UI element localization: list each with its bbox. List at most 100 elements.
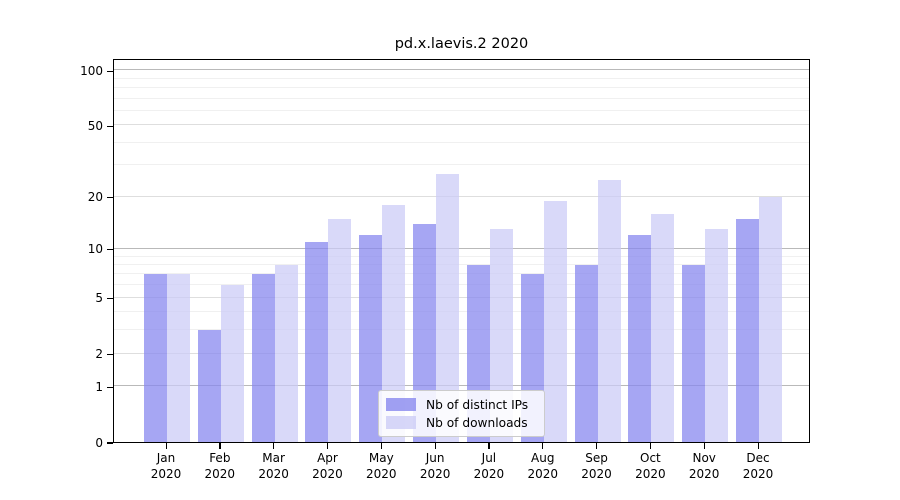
- minor-gridline: [114, 77, 809, 79]
- x-tick-label-month: Jan: [156, 451, 176, 465]
- bar-downloads-jul: [489, 229, 513, 442]
- chart-title: pd.x.laevis.2 2020: [394, 36, 529, 52]
- x-tick-mark: [326, 443, 329, 449]
- legend-swatch-distinct-ips: [386, 398, 416, 411]
- x-tick-mark: [165, 443, 167, 449]
- bar-distinct-ips-oct: [628, 235, 652, 442]
- bar-downloads-dec: [759, 196, 783, 442]
- minor-gridline: [114, 329, 809, 331]
- major-gridline: [114, 352, 809, 354]
- bar-distinct-ips-jan: [144, 274, 167, 442]
- x-tick-mark: [434, 443, 436, 449]
- major-gridline: [114, 296, 809, 298]
- bar-downloads-oct: [651, 213, 675, 442]
- bar-distinct-ips-jun: [413, 223, 437, 442]
- x-tick-label-month: Feb: [209, 451, 231, 465]
- bar-downloads-jun: [436, 173, 460, 442]
- legend-item-distinct-ips: Nb of distinct IPs: [386, 398, 537, 412]
- x-tick-label-year: 2020: [312, 466, 343, 481]
- legend: Nb of distinct IPs Nb of downloads: [378, 390, 545, 437]
- x-tick-label-month: Jun: [425, 451, 445, 465]
- x-tick-label: Aug 2020: [512, 451, 574, 482]
- x-tick-label-year: 2020: [204, 466, 236, 481]
- x-tick-label: Jul 2020: [458, 451, 520, 482]
- bar-distinct-ips-feb: [197, 330, 221, 442]
- bar-downloads-apr: [328, 218, 352, 442]
- x-tick-label: Jun 2020: [404, 451, 466, 482]
- major-gridline: [114, 124, 809, 126]
- y-tick-mark: [107, 386, 113, 388]
- bar-downloads-nov: [705, 229, 729, 442]
- y-tick-label: 10: [87, 242, 103, 257]
- major-gridline: [114, 247, 809, 249]
- x-tick-label-year: 2020: [688, 466, 720, 481]
- x-tick-mark: [219, 443, 221, 449]
- x-tick-label: Feb 2020: [189, 451, 251, 482]
- y-tick-label: 1: [95, 379, 103, 394]
- x-tick-label-month: Aug: [531, 451, 555, 465]
- x-tick-label: Sep 2020: [566, 451, 628, 482]
- x-tick-label: Oct 2020: [619, 451, 681, 482]
- y-tick-label: 50: [87, 118, 103, 133]
- minor-gridline: [114, 97, 809, 99]
- x-tick-mark: [703, 443, 705, 449]
- bar-distinct-ips-sep: [574, 265, 598, 442]
- major-gridline: [114, 69, 809, 71]
- y-tick-label: 100: [80, 63, 103, 78]
- x-tick-label-month: Jul: [481, 451, 497, 465]
- minor-gridline: [114, 255, 809, 257]
- y-tick-label: 0: [95, 435, 103, 450]
- x-tick-mark: [757, 443, 759, 449]
- bar-distinct-ips-apr: [305, 241, 329, 442]
- y-tick-label: 5: [95, 291, 103, 306]
- minor-gridline: [114, 164, 809, 166]
- x-tick-label-month: Sep: [585, 451, 608, 465]
- x-tick-mark: [488, 443, 490, 449]
- minor-gridline: [114, 273, 809, 275]
- x-tick-mark: [649, 443, 652, 449]
- x-tick-label-month: May: [368, 451, 394, 465]
- legend-label-downloads: Nb of downloads: [426, 415, 528, 430]
- bar-downloads-sep: [597, 179, 621, 442]
- y-tick-mark: [107, 298, 113, 300]
- x-tick-label-year: 2020: [527, 466, 558, 481]
- x-tick-label-year: 2020: [258, 466, 289, 481]
- x-tick-label: Mar 2020: [243, 451, 305, 482]
- y-tick-label: 20: [87, 190, 103, 205]
- x-tick-label-month: Oct: [640, 451, 661, 465]
- x-tick-label-year: 2020: [419, 466, 451, 481]
- x-tick-label-year: 2020: [150, 466, 182, 481]
- x-tick-label: Apr 2020: [296, 451, 358, 482]
- legend-swatch-downloads: [386, 416, 416, 429]
- bar-distinct-ips-nov: [682, 265, 706, 442]
- x-tick-label: Jan 2020: [135, 451, 197, 482]
- x-tick-label-year: 2020: [473, 466, 505, 481]
- x-tick-label-year: 2020: [635, 466, 666, 481]
- legend-item-downloads: Nb of downloads: [386, 416, 537, 430]
- y-tick-mark: [107, 353, 113, 356]
- y-tick-mark: [107, 249, 113, 251]
- y-tick-mark: [107, 70, 113, 72]
- minor-gridline: [114, 311, 809, 313]
- plot-area: [113, 59, 810, 443]
- bar-downloads-may: [382, 204, 406, 442]
- x-tick-label: Nov 2020: [673, 451, 735, 482]
- x-tick-label: May 2020: [350, 451, 412, 482]
- x-tick-mark: [380, 443, 382, 449]
- minor-gridline: [114, 109, 809, 111]
- bar-downloads-aug: [543, 200, 567, 442]
- x-tick-label-month: Dec: [746, 451, 770, 465]
- minor-gridline: [114, 284, 809, 286]
- bar-distinct-ips-may: [359, 235, 383, 442]
- y-tick-label: 2: [95, 346, 103, 361]
- x-tick-mark: [542, 443, 544, 449]
- x-tick-mark: [596, 443, 598, 449]
- bar-distinct-ips-dec: [736, 218, 760, 442]
- x-tick-label-month: Mar: [262, 451, 285, 465]
- x-tick-label-year: 2020: [742, 466, 774, 481]
- y-tick-mark: [107, 442, 113, 444]
- bar-downloads-mar: [274, 265, 298, 442]
- y-tick-mark: [107, 197, 113, 199]
- bar-downloads-jan: [167, 274, 190, 442]
